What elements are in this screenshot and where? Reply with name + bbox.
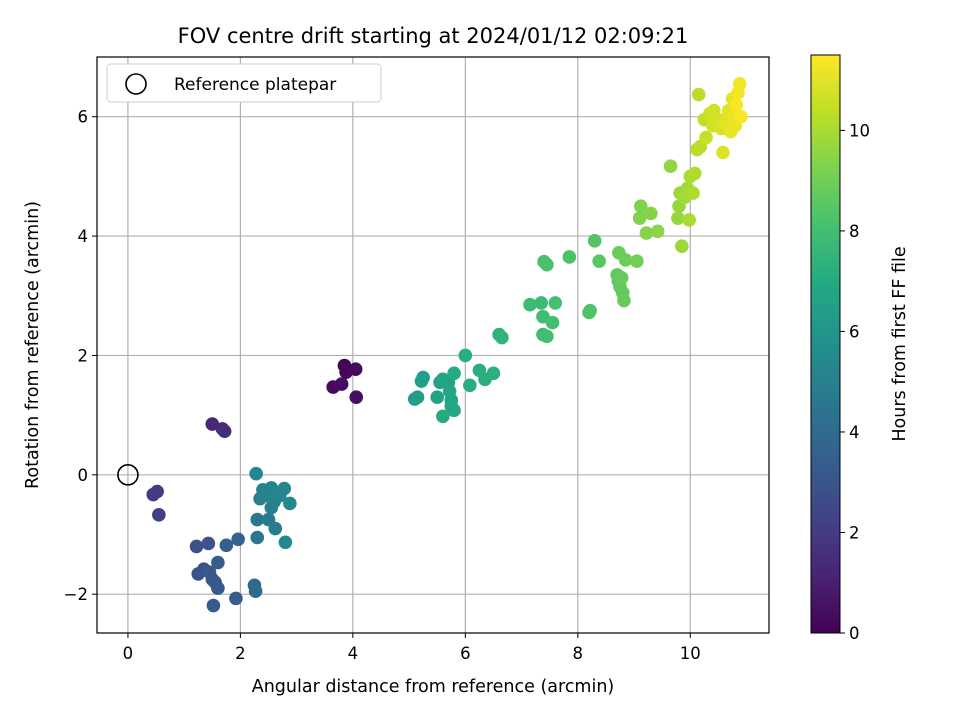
data-point — [261, 488, 276, 503]
data-point — [349, 390, 364, 405]
data-point — [249, 466, 263, 481]
data-point — [430, 390, 445, 405]
x-tick-label: 6 — [460, 644, 471, 663]
data-point — [277, 481, 292, 496]
data-point — [644, 206, 658, 221]
data-point — [587, 234, 602, 248]
data-point — [691, 87, 706, 102]
data-point — [671, 211, 685, 225]
data-point — [583, 303, 597, 318]
data-point — [248, 584, 263, 599]
data-point — [458, 348, 473, 363]
chart-title: FOV centre drift starting at 2024/01/12 … — [178, 24, 689, 48]
data-point — [540, 257, 554, 272]
x-tick-label: 8 — [573, 644, 584, 663]
data-point — [675, 239, 689, 254]
data-point — [206, 598, 221, 613]
data-point — [219, 538, 234, 553]
data-point — [686, 186, 700, 200]
data-point — [734, 109, 748, 124]
legend-marker-open-circle — [125, 73, 147, 95]
x-tick-label: 2 — [235, 644, 246, 663]
data-point — [283, 496, 297, 511]
data-point — [189, 539, 204, 554]
data-point — [486, 366, 501, 381]
data-point — [495, 330, 509, 345]
data-point — [211, 581, 225, 596]
data-point — [410, 390, 425, 405]
y-axis-ticks: −2 0 2 4 6 — [64, 108, 97, 604]
data-point — [632, 211, 647, 225]
data-point — [217, 424, 232, 439]
data-point — [436, 409, 450, 424]
data-point — [463, 378, 477, 393]
data-point — [205, 417, 220, 431]
colorbar-label: Hours from first FF file — [890, 246, 910, 441]
data-point — [618, 253, 633, 267]
y-tick-label: 4 — [78, 227, 89, 246]
data-point — [548, 296, 563, 310]
x-tick-label: 0 — [123, 644, 134, 663]
reference-marker — [117, 464, 139, 486]
data-point — [663, 159, 678, 174]
data-point — [729, 97, 744, 112]
data-point — [630, 254, 644, 268]
data-point — [699, 130, 713, 145]
data-point — [687, 166, 702, 181]
colorbar-tick-label: 6 — [849, 322, 860, 341]
x-axis-label: Angular distance from reference (arcmin) — [252, 677, 615, 697]
data-point — [201, 536, 216, 551]
data-point — [229, 591, 243, 606]
colorbar — [810, 54, 841, 634]
y-tick-label: 6 — [78, 108, 89, 127]
y-tick-label: 2 — [78, 346, 89, 365]
data-point — [639, 226, 654, 240]
data-point — [592, 254, 606, 268]
x-tick-label: 10 — [680, 644, 701, 663]
data-point — [211, 555, 225, 570]
data-point — [732, 77, 747, 91]
colorbar-tick-label: 10 — [849, 121, 870, 140]
reference-platepar-marker — [117, 464, 139, 486]
data-point — [562, 250, 577, 264]
data-point — [540, 329, 554, 344]
data-point — [250, 530, 265, 545]
data-point — [150, 484, 164, 499]
colorbar-tick-label: 4 — [849, 423, 860, 442]
data-point — [268, 521, 283, 536]
data-point — [617, 293, 631, 308]
y-tick-label: −2 — [64, 585, 88, 604]
data-point — [334, 377, 349, 391]
y-axis-label: Rotation from reference (arcmin) — [23, 201, 43, 489]
legend: Reference platepar — [106, 63, 382, 103]
data-point — [545, 315, 560, 330]
data-point — [152, 508, 166, 522]
data-point — [633, 199, 648, 214]
data-point — [534, 296, 549, 310]
data-point — [716, 145, 730, 160]
data-point — [447, 403, 461, 418]
legend-label: Reference platepar — [174, 75, 336, 95]
data-point — [348, 362, 363, 376]
data-point — [416, 370, 430, 385]
colorbar-ticks: 0 2 4 6 8 10 — [840, 121, 870, 643]
colorbar-tick-label: 2 — [849, 523, 860, 542]
y-tick-label: 0 — [78, 466, 89, 485]
data-point — [650, 224, 665, 239]
data-point — [250, 512, 265, 527]
data-points — [146, 77, 748, 613]
plot-frame — [96, 56, 770, 634]
x-tick-label: 4 — [348, 644, 359, 663]
data-point — [614, 271, 629, 285]
data-point — [231, 532, 245, 547]
colorbar-tick-label: 0 — [849, 624, 860, 643]
legend-box — [106, 63, 382, 103]
x-axis-ticks: 0 2 4 6 8 10 — [123, 633, 701, 663]
data-point — [523, 297, 537, 312]
data-point — [447, 366, 461, 381]
data-point — [278, 535, 293, 550]
colorbar-tick-label: 8 — [849, 222, 860, 241]
data-point — [682, 213, 696, 227]
